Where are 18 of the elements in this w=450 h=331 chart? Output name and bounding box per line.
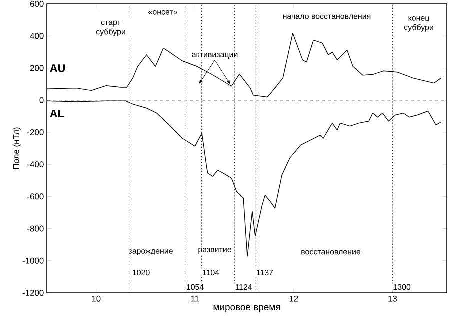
y-axis-title: Поле (нТл) <box>13 128 21 170</box>
series-label: AU <box>50 64 66 72</box>
y-tick-label: -200 <box>28 129 44 136</box>
x-tick-label: 10 <box>92 296 101 302</box>
series-label: AL <box>50 110 64 118</box>
x-axis-title: мировое время <box>214 305 280 312</box>
y-tick-label: 600 <box>30 1 44 7</box>
y-tick-label: -800 <box>28 226 44 232</box>
y-tick-label: 400 <box>30 33 44 40</box>
x-tick-label: 11 <box>191 296 200 302</box>
y-tick-label: -400 <box>28 162 44 168</box>
y-tick-label: -1200 <box>22 290 44 296</box>
y-tick-label: -600 <box>28 194 44 200</box>
x-tick-label: 12 <box>290 296 298 302</box>
y-tick-label: 0 <box>40 97 44 104</box>
x-tick-label: 13 <box>388 296 398 302</box>
y-tick-label: -1000 <box>22 258 44 264</box>
y-tick-label: 200 <box>30 65 44 72</box>
